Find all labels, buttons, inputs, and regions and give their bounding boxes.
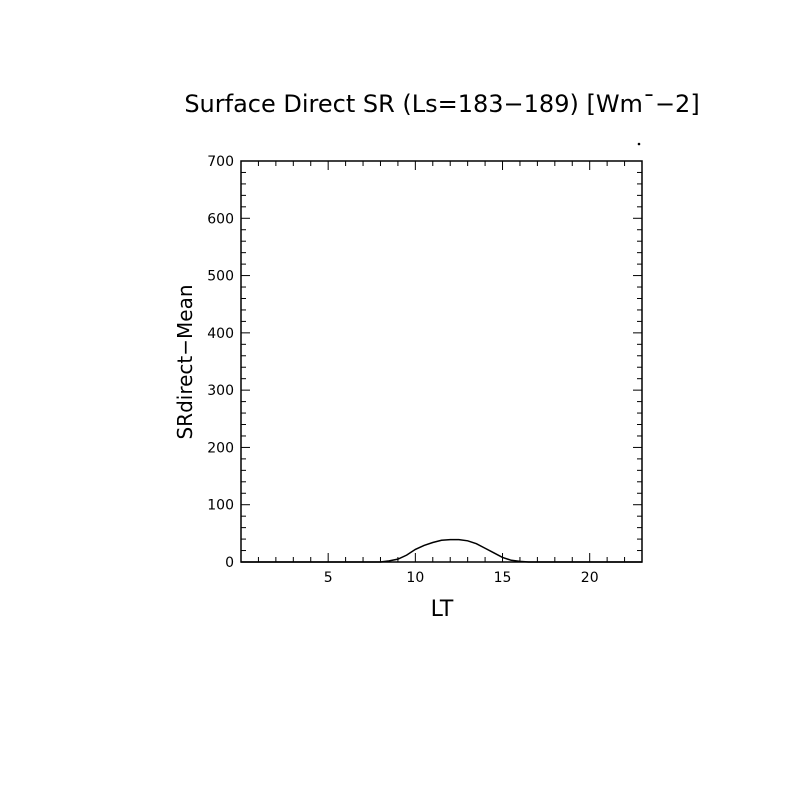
x-tick-label: 10: [406, 570, 424, 586]
y-tick-label: 500: [207, 269, 234, 285]
y-tick-label: 700: [207, 154, 234, 170]
y-tick-label: 300: [207, 383, 234, 399]
x-tick-label: 20: [581, 570, 599, 586]
y-tick-label: 100: [207, 498, 234, 514]
y-tick-label: 400: [207, 326, 234, 342]
y-axis-label: SRdirect−Mean: [173, 284, 197, 439]
y-tick-label: 200: [207, 440, 234, 456]
corner-dot: [637, 142, 641, 146]
x-axis-label: LT: [431, 597, 454, 622]
axis-ticks: [241, 160, 642, 563]
series-line: [241, 538, 642, 563]
plot-frame: [240, 160, 643, 563]
chart-title: Surface Direct SR (Ls=183−189) [Wm¯−2]: [184, 90, 699, 118]
x-tick-label: 15: [494, 570, 512, 586]
y-tick-label: 0: [225, 555, 234, 571]
y-tick-label: 600: [207, 211, 234, 227]
x-tick-label: 5: [324, 570, 333, 586]
